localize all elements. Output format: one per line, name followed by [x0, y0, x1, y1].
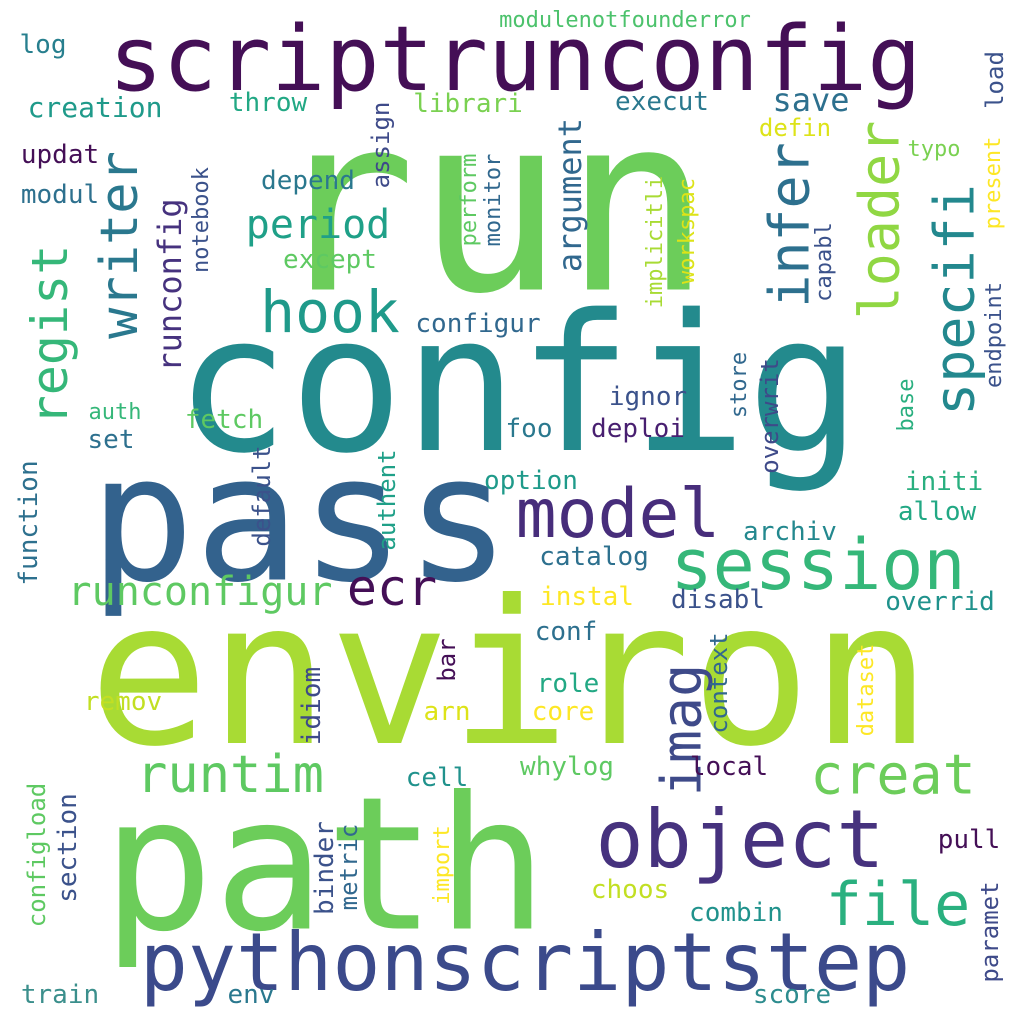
word-execut: execut: [615, 87, 709, 117]
word-pass: pass: [89, 418, 511, 622]
word-specifi: specifi: [922, 184, 987, 416]
word-file: file: [825, 870, 971, 940]
word-run: run: [268, 62, 712, 348]
word-fetch: fetch: [184, 405, 264, 435]
word-period: period: [245, 202, 391, 248]
word-default: default: [248, 445, 276, 547]
word-except: except: [283, 245, 377, 275]
word-allow: allow: [897, 497, 977, 527]
word-updat: updat: [20, 140, 100, 170]
word-environ: environ: [88, 558, 932, 791]
word-base: base: [894, 378, 919, 432]
word-conf: conf: [534, 617, 598, 647]
word-overwrit: overwrit: [756, 358, 784, 474]
word-writer: writer: [90, 151, 150, 339]
word-bar: bar: [433, 638, 461, 682]
word-choos: choos: [590, 875, 670, 905]
word-train: train: [20, 980, 100, 1010]
word-function: function: [14, 460, 44, 586]
word-implicitli: implicitli: [643, 175, 668, 309]
word-notebook: notebook: [189, 167, 214, 273]
word-runtim: runtim: [136, 745, 324, 805]
word-session: session: [670, 524, 966, 606]
word-store: store: [727, 351, 752, 419]
word-foo: foo: [505, 414, 553, 444]
word-perform: perform: [457, 153, 482, 247]
word-capabl: capabl: [812, 222, 837, 302]
word-infer: infer: [757, 142, 822, 308]
word-creation: creation: [27, 91, 163, 124]
word-configur: configur: [415, 309, 541, 339]
word-combin: combin: [689, 898, 783, 928]
word-remov: remov: [83, 687, 163, 717]
word-ignor: ignor: [608, 382, 688, 412]
word-pull: pull: [937, 825, 1001, 855]
word-workspac: workspac: [675, 178, 700, 284]
word-authent: authent: [373, 449, 401, 551]
word-archiv: archiv: [743, 517, 837, 547]
word-model: model: [515, 475, 721, 554]
word-argument: argument: [551, 117, 589, 273]
word-depend: depend: [261, 166, 355, 196]
word-scriptrunconfig: scriptrunconfig: [108, 7, 922, 112]
word-disabl: disabl: [671, 585, 765, 615]
word-arn: arn: [423, 697, 471, 727]
word-throw: throw: [228, 88, 308, 118]
word-score: score: [752, 980, 832, 1010]
word-metric: metric: [335, 823, 363, 911]
word-assign: assign: [367, 101, 395, 189]
word-dataset: dataset: [854, 643, 879, 737]
word-creat: creat: [810, 742, 976, 807]
word-typo: typo: [907, 137, 961, 162]
word-idiom: idiom: [297, 666, 327, 746]
word-defin: defin: [758, 114, 832, 142]
word-modulenotfounderror: modulenotfounderror: [499, 8, 751, 33]
word-paramet: paramet: [976, 881, 1004, 983]
word-auth: auth: [88, 400, 142, 425]
word-config: config: [174, 274, 862, 495]
word-object: object: [595, 793, 885, 886]
word-deploi: deploi: [591, 414, 685, 444]
word-env: env: [227, 980, 275, 1010]
word-endpoint: endpoint: [982, 282, 1007, 388]
word-instal: instal: [540, 582, 634, 612]
word-pythonscriptstep: pythonscriptstep: [139, 916, 911, 1009]
word-runconfig: runconfig: [151, 198, 189, 372]
word-overrid: overrid: [885, 587, 995, 617]
word-ecr: ecr: [346, 559, 438, 617]
word-loader: loader: [847, 120, 912, 320]
word-option: option: [484, 466, 578, 496]
word-regist: regist: [21, 244, 79, 426]
word-modul: modul: [20, 180, 100, 210]
word-section: section: [53, 793, 83, 903]
word-core: core: [531, 697, 595, 727]
word-hook: hook: [260, 278, 400, 346]
word-set: set: [87, 425, 135, 455]
word-librari: librari: [413, 89, 523, 119]
word-save: save: [772, 81, 850, 119]
word-initi: initi: [904, 467, 984, 497]
word-local: local: [689, 752, 769, 782]
word-runconfigur: runconfigur: [67, 569, 333, 615]
word-role: role: [536, 669, 600, 699]
word-monitor: monitor: [481, 153, 506, 247]
word-load: load: [981, 51, 1009, 109]
word-cell: cell: [405, 763, 469, 793]
word-path: path: [102, 756, 548, 973]
word-present: present: [981, 136, 1006, 230]
word-log: log: [19, 30, 67, 60]
word-configload: configload: [23, 782, 51, 928]
word-catalog: catalog: [539, 542, 649, 572]
word-import: import: [430, 825, 455, 905]
word-context: context: [705, 632, 733, 734]
word-whylog: whylog: [520, 752, 614, 782]
